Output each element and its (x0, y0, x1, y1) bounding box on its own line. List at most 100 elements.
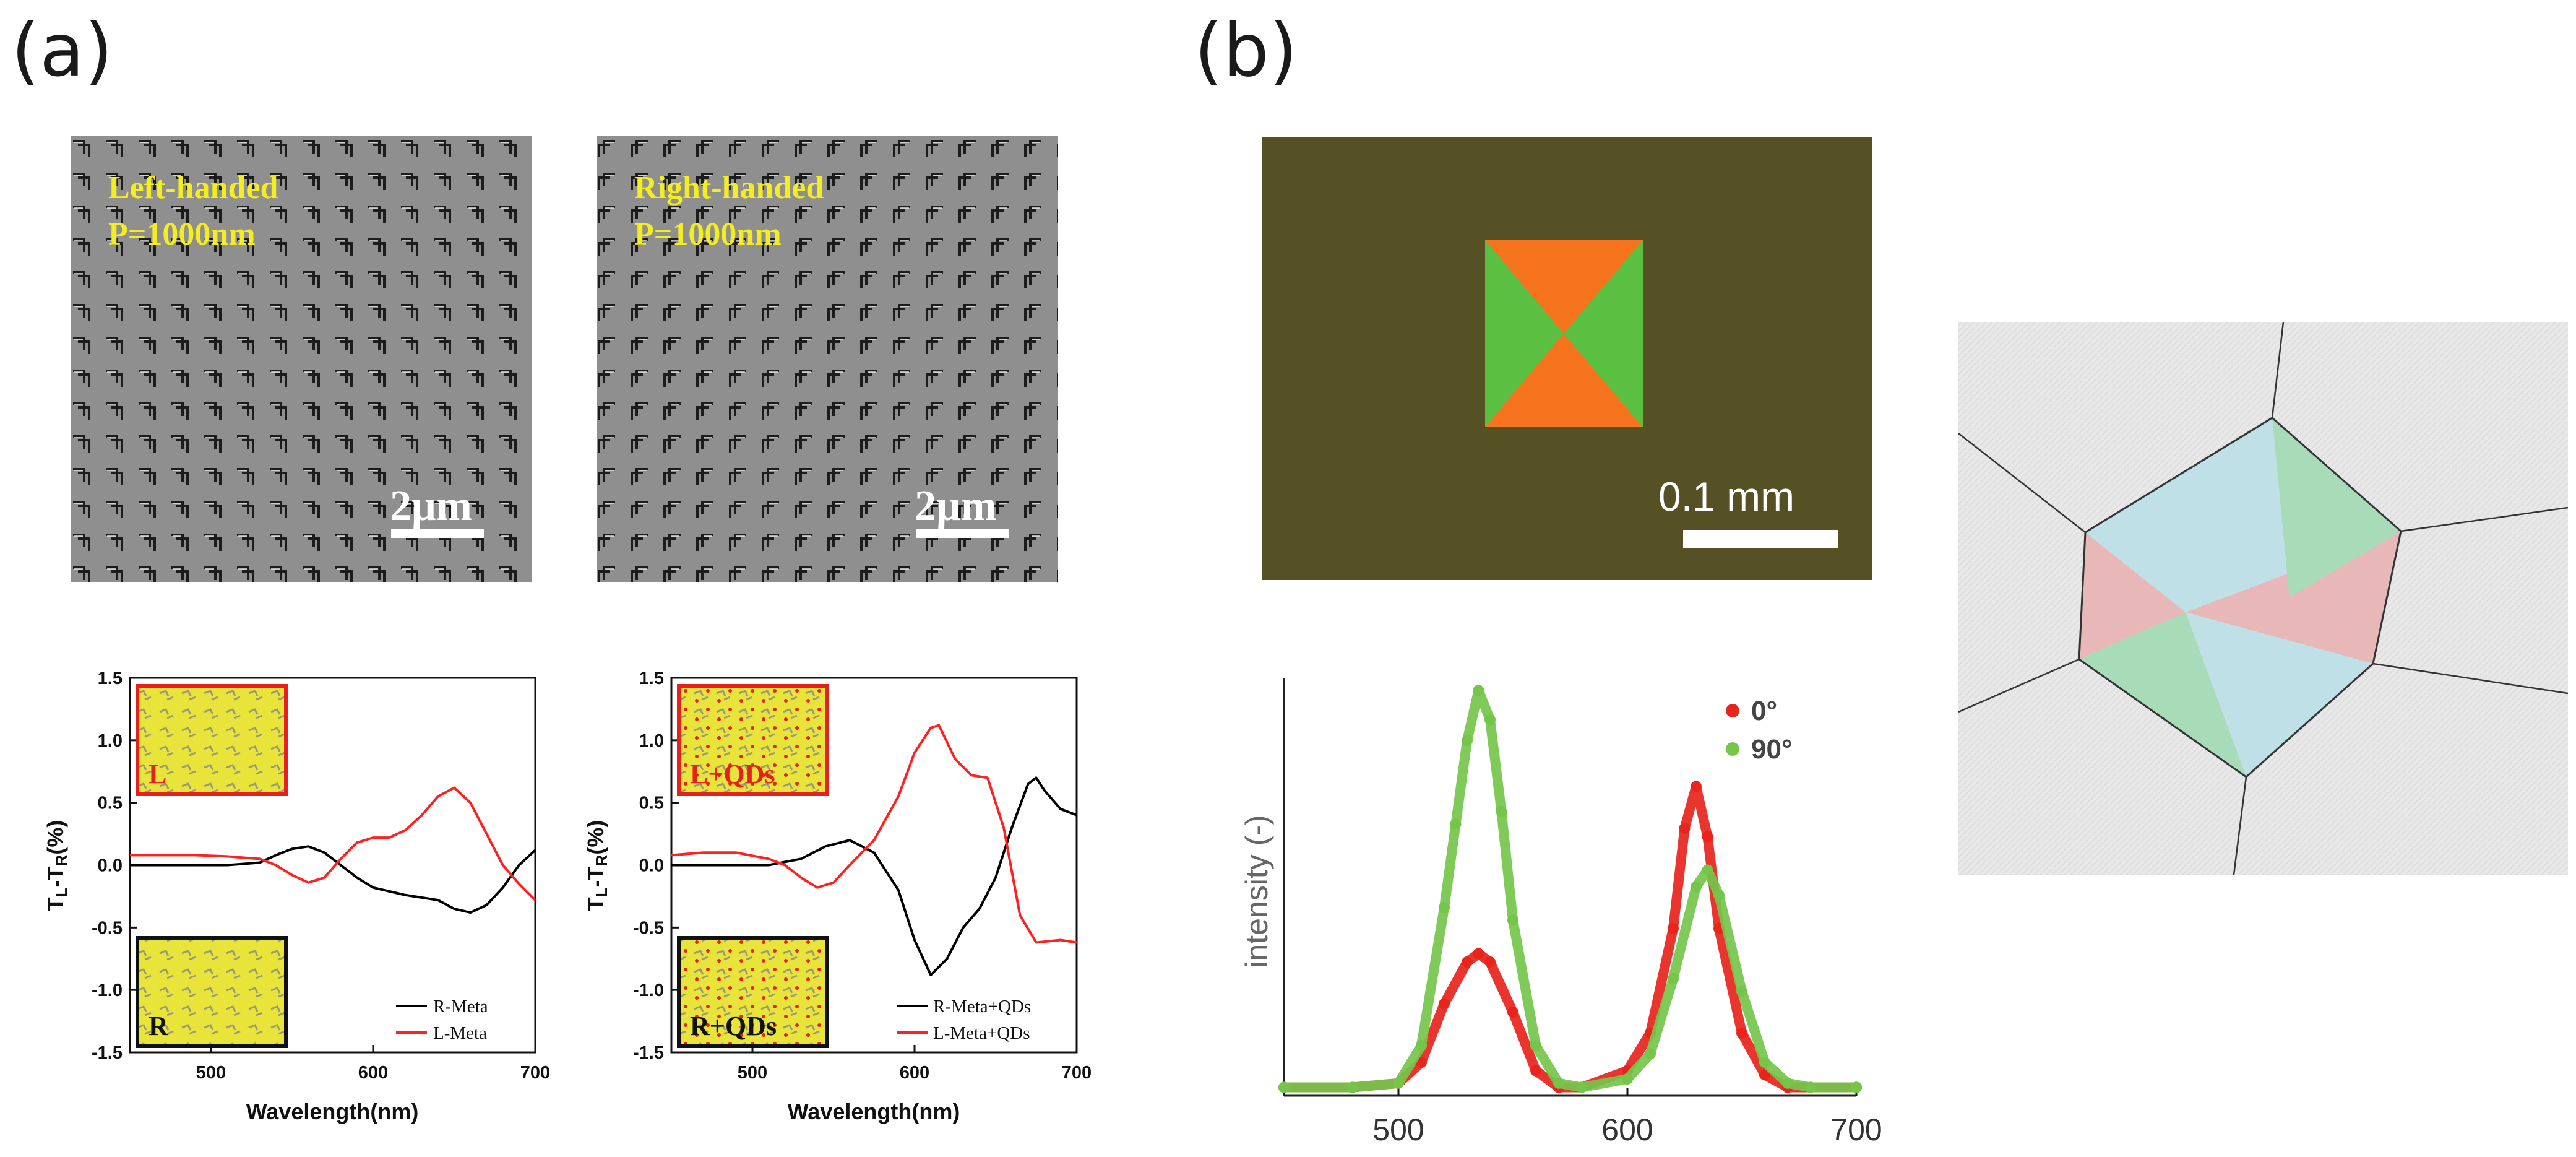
chart3-series-1-point-4 (1439, 902, 1450, 914)
chart3-series-1-point-19 (1713, 890, 1725, 901)
sem-right-scale: 2μm (915, 482, 997, 530)
chart1-xtick-label-2: 700 (520, 1063, 550, 1083)
chart3-series-1-point-0 (1278, 1081, 1290, 1093)
hexagon-outline (2078, 417, 2402, 778)
chart3-series-1-point-9 (1496, 806, 1507, 817)
chart1-series-0-line (130, 845, 536, 914)
chart2-ytick-label-0: 1.5 (639, 669, 664, 688)
chart3-series-1-point-13 (1576, 1081, 1587, 1093)
chart3-series-0-point-6 (1473, 948, 1484, 960)
chart3-legend-marker-0 (1726, 704, 1739, 717)
chart3-series-1-point-22 (1782, 1077, 1793, 1089)
chart1-ytick-label-0: 1.5 (98, 669, 123, 688)
chart3-series-1-point-18 (1702, 864, 1713, 876)
chart3-series-1-point-14 (1622, 1073, 1633, 1085)
chart3-series-1-point-16 (1668, 973, 1679, 984)
chart3-series-1-point-1 (1347, 1081, 1358, 1093)
chart3-series-0-point-20 (1759, 1069, 1770, 1081)
chart3-series-1-point-3 (1416, 1040, 1427, 1051)
sem-image-left: Left-handed P=1000nm 2μm (71, 136, 532, 582)
chart3-series-1-point-11 (1530, 1040, 1541, 1051)
chart2-ytick-label-2: 0.5 (639, 794, 664, 813)
chart3-series-0-point-15 (1679, 823, 1691, 834)
micrograph-orange-bottom (1485, 334, 1643, 427)
sem-right-scalebar (916, 529, 1009, 538)
chart3-xtick-label-2: 700 (1830, 1112, 1882, 1147)
chart2-legend-label-0: R-Meta+QDs (933, 997, 1031, 1016)
chart3-legend-marker-1 (1726, 742, 1739, 756)
chart2-xlabel: Wavelength(nm) (788, 1099, 960, 1124)
sem-right-handedness: Right-handed (634, 170, 824, 206)
chart3-legend-label-1: 90° (1751, 734, 1793, 765)
chart3-series-1-point-8 (1484, 714, 1496, 726)
chart2-series-1-line (671, 724, 1077, 944)
chart1-ytick-label-5: -1.0 (92, 981, 123, 1000)
chart3-xtick-label-1: 600 (1601, 1112, 1653, 1147)
chart3-series-1-point-10 (1507, 914, 1518, 926)
chart2-xtick-label-2: 700 (1062, 1063, 1092, 1083)
chart2-inset-top (677, 684, 829, 796)
sem-left-handedness: Left-handed (108, 170, 278, 206)
chart3-series-0-point-19 (1736, 1027, 1747, 1039)
sem-left-scale: 2μm (390, 482, 472, 530)
chart2-ytick-label-3: 0.0 (639, 856, 664, 876)
chart1-ytick-label-6: -1.5 (92, 1043, 123, 1063)
cd-spectrum-chart-1: 500 600 700 1.5 1.0 0.5 0.0 -0.5 -1.0 -1.5 L R R-… (43, 669, 550, 1124)
chart3-series-0-point-4 (1439, 998, 1450, 1010)
sem-left-period: P=1000nm (108, 217, 256, 252)
chart3-series-1-point-6 (1462, 735, 1473, 747)
sem-image-right: Right-handed P=1000nm 2μm (597, 136, 1058, 582)
chart3-series-1-point-5 (1450, 818, 1462, 830)
sem-right-period: P=1000nm (634, 217, 782, 252)
chart2-ytick-label-1: 1.0 (639, 731, 664, 751)
chart3-series-1-point-15 (1645, 1048, 1656, 1060)
chart1-inset-bottom (136, 936, 288, 1048)
chart2-inset-bottom-label: R+QDs (690, 1011, 777, 1041)
chart3-series-0-point-16 (1691, 781, 1702, 792)
chart3-xtick-label-0: 500 (1372, 1112, 1424, 1147)
hexagon-rendering (1958, 321, 2569, 875)
panel-label-b: (b) (1194, 7, 1298, 93)
chart2-xtick-label-0: 500 (738, 1063, 767, 1083)
chart2-ytick-label-6: -1.5 (633, 1043, 664, 1063)
panel-label-a: (a) (11, 7, 113, 93)
chart1-xlabel: Wavelength(nm) (246, 1099, 419, 1124)
chart3-series-1-point-23 (1805, 1081, 1816, 1093)
chart1-ytick-label-3: 0.0 (98, 856, 123, 876)
micrograph-scale-label: 0.1 mm (1658, 474, 1794, 519)
chart1-inset-top (136, 684, 288, 796)
sem-left-scalebar (391, 529, 484, 538)
chart1-xtick-label-0: 500 (196, 1063, 226, 1083)
chart2-inset-top-label: L+QDs (690, 759, 775, 789)
chart1-inset-top-label: L (149, 759, 166, 789)
chart2-ytick-label-5: -1.0 (633, 981, 664, 1000)
chart2-legend-label-1: L-Meta+QDs (933, 1023, 1030, 1043)
chart1-inset-bottom-label: R (149, 1011, 169, 1041)
chart3-series-0-point-8 (1507, 1007, 1518, 1018)
chart3-series-1-point-20 (1736, 986, 1747, 997)
chart1-ytick-label-2: 0.5 (98, 794, 123, 813)
chart1-ylabel: TL-TR(%) (43, 820, 71, 911)
micrograph-scalebar (1683, 530, 1838, 548)
chart3-ylabel: intensity (-) (1239, 815, 1274, 968)
chart2-ytick-label-4: -0.5 (633, 918, 664, 938)
chart3-series-0-point-5 (1462, 956, 1473, 968)
chart3-series-0-point-7 (1484, 956, 1496, 968)
chart2-ylabel: TL-TR(%) (583, 820, 611, 911)
chart3-series-0-trace (1279, 781, 1861, 1093)
chart1-ytick-label-4: -0.5 (92, 918, 123, 938)
pl-intensity-chart: 500 600 700 0° 90° intensity (-) (1239, 678, 1882, 1147)
chart3-series-0-point-9 (1530, 1065, 1541, 1077)
chart1-legend-label-1: L-Meta (433, 1023, 487, 1043)
chart3-series-1-point-2 (1393, 1077, 1404, 1089)
chart3-series-1-point-21 (1759, 1057, 1770, 1068)
chart1-xtick-label-1: 600 (358, 1063, 388, 1083)
chart3-series-1-point-12 (1553, 1077, 1564, 1089)
chart3-series-1-point-24 (1851, 1081, 1862, 1093)
chart3-series-0-point-14 (1668, 923, 1679, 934)
micrograph-orange-top (1485, 240, 1643, 334)
chart2-xtick-label-1: 600 (900, 1063, 929, 1083)
chart3-series-1-point-17 (1691, 881, 1702, 893)
